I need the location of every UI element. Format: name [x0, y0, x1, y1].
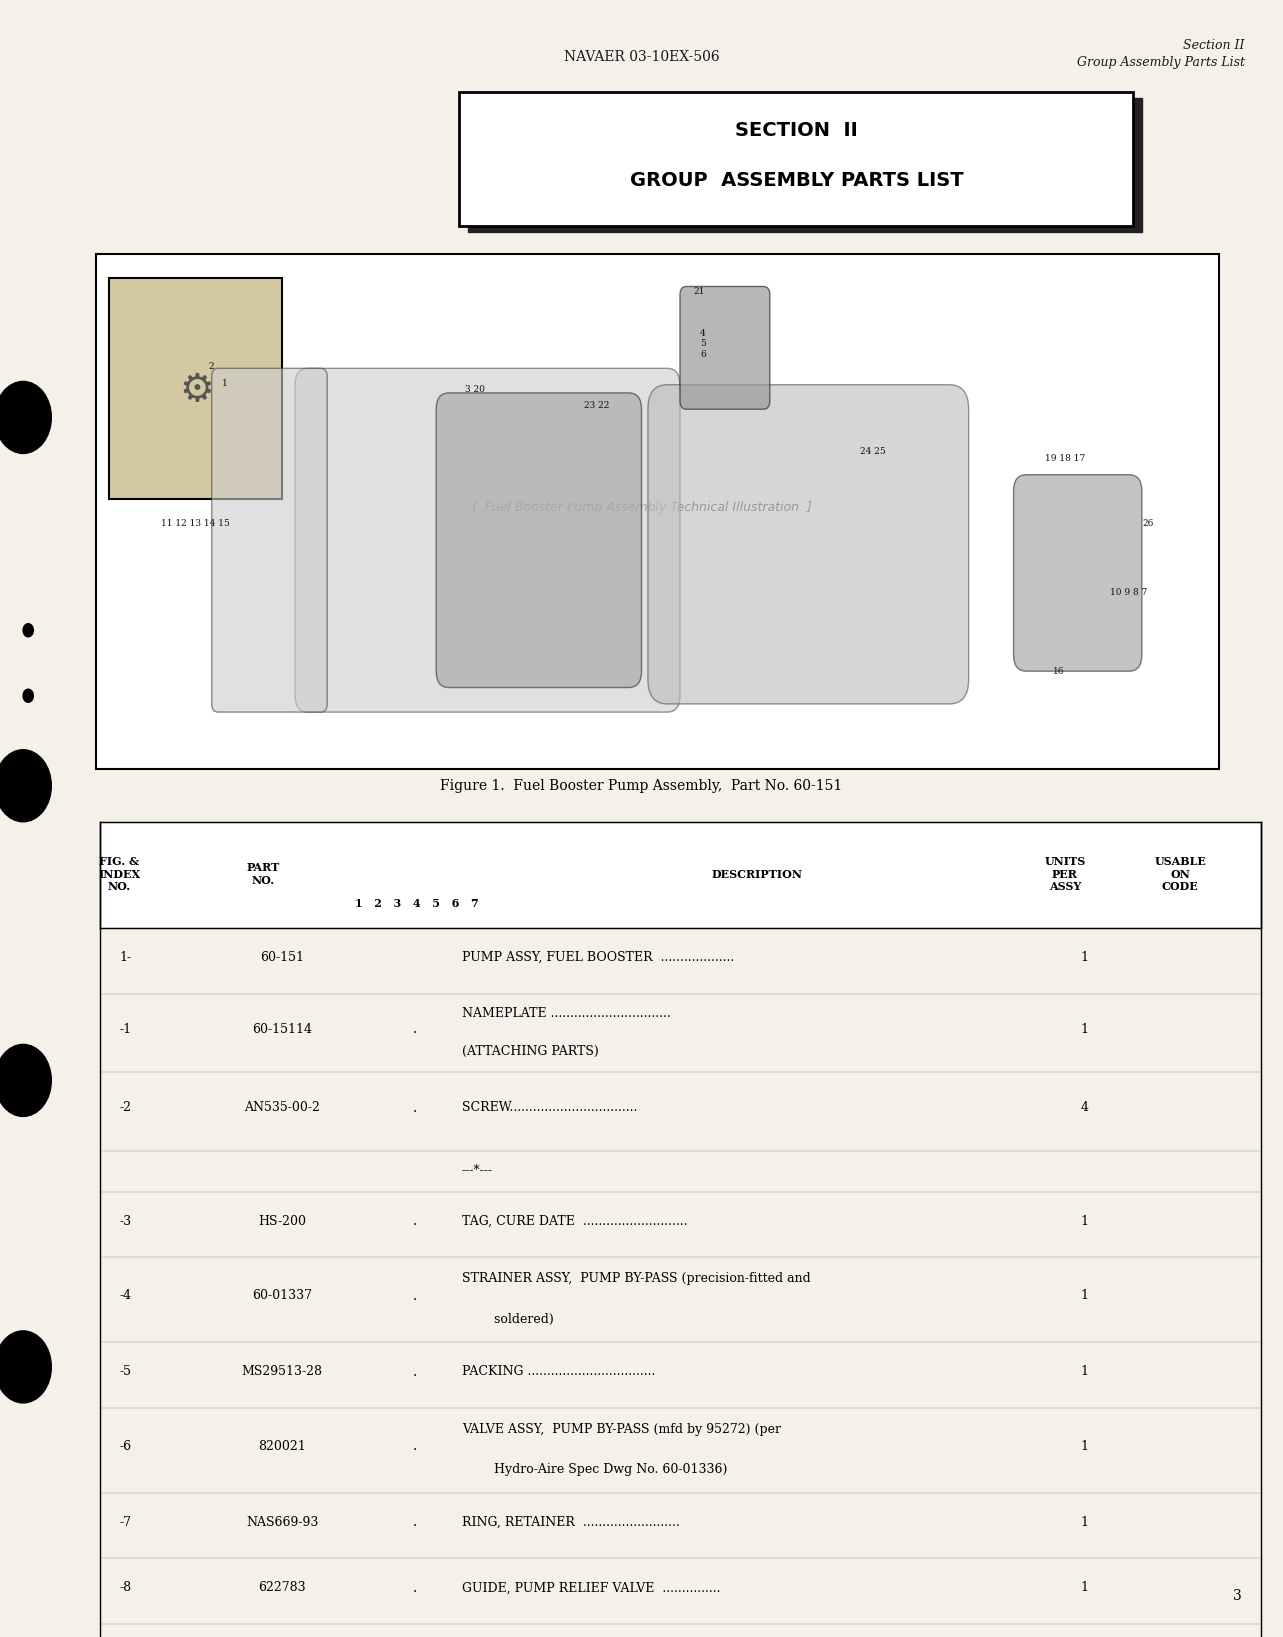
Text: .: . [412, 1516, 417, 1529]
Text: 4
5
6: 4 5 6 [701, 329, 706, 359]
Circle shape [0, 1331, 51, 1403]
Text: [  Fuel Booster Pump Assembly Technical Illustration  ]: [ Fuel Booster Pump Assembly Technical I… [472, 501, 811, 514]
Text: ⚙: ⚙ [178, 370, 214, 409]
Text: (ATTACHING PARTS): (ATTACHING PARTS) [462, 1044, 599, 1058]
Text: TAG, CURE DATE  ...........................: TAG, CURE DATE .........................… [462, 1215, 688, 1228]
Text: 3 20: 3 20 [464, 385, 485, 395]
FancyBboxPatch shape [109, 278, 282, 499]
Text: -4: -4 [119, 1288, 132, 1301]
Text: .: . [412, 1021, 417, 1036]
Text: 1: 1 [1080, 1365, 1088, 1378]
Text: 3: 3 [1233, 1590, 1242, 1603]
Text: .: . [412, 1100, 417, 1115]
Text: AN535-00-2: AN535-00-2 [244, 1102, 321, 1115]
Text: .: . [412, 1365, 417, 1378]
Text: 60-151: 60-151 [260, 951, 304, 964]
Text: 1: 1 [1080, 1439, 1088, 1452]
Text: USABLE
ON
CODE: USABLE ON CODE [1155, 856, 1206, 892]
Text: GROUP  ASSEMBLY PARTS LIST: GROUP ASSEMBLY PARTS LIST [630, 170, 964, 190]
Text: HS-200: HS-200 [258, 1215, 307, 1228]
Text: 21: 21 [694, 286, 704, 296]
Text: Hydro-Aire Spec Dwg No. 60-01336): Hydro-Aire Spec Dwg No. 60-01336) [462, 1463, 727, 1477]
Text: -6: -6 [119, 1439, 132, 1452]
FancyBboxPatch shape [295, 368, 680, 712]
Text: 23 22: 23 22 [584, 401, 609, 411]
Text: Figure 1.  Fuel Booster Pump Assembly,  Part No. 60-151: Figure 1. Fuel Booster Pump Assembly, Pa… [440, 779, 843, 792]
FancyBboxPatch shape [1014, 475, 1142, 671]
FancyBboxPatch shape [100, 822, 1261, 928]
Text: -5: -5 [119, 1365, 132, 1378]
Text: GUIDE, PUMP RELIEF VALVE  ...............: GUIDE, PUMP RELIEF VALVE ............... [462, 1581, 720, 1594]
Circle shape [0, 1044, 51, 1116]
Text: -3: -3 [119, 1215, 132, 1228]
FancyBboxPatch shape [96, 254, 1219, 769]
Text: 2: 2 [209, 362, 214, 372]
Text: 1-: 1- [119, 951, 132, 964]
Text: DESCRIPTION: DESCRIPTION [712, 869, 802, 879]
Text: 1: 1 [1080, 1288, 1088, 1301]
Text: 11 12 13 14 15: 11 12 13 14 15 [160, 519, 230, 529]
Text: 1: 1 [1080, 1581, 1088, 1594]
Text: STRAINER ASSY,  PUMP BY-PASS (precision-fitted and: STRAINER ASSY, PUMP BY-PASS (precision-f… [462, 1272, 811, 1285]
Circle shape [23, 624, 33, 637]
FancyBboxPatch shape [680, 286, 770, 409]
Text: MS29513-28: MS29513-28 [241, 1365, 323, 1378]
Text: -2: -2 [119, 1102, 132, 1115]
Text: 10 9 8 7: 10 9 8 7 [1110, 588, 1148, 598]
Text: 16: 16 [1053, 666, 1064, 676]
Text: UNITS
PER
ASSY: UNITS PER ASSY [1044, 856, 1085, 892]
Text: 1: 1 [1080, 1215, 1088, 1228]
FancyBboxPatch shape [459, 92, 1133, 226]
Text: 1   2   3   4   5   6   7: 1 2 3 4 5 6 7 [355, 899, 479, 909]
Text: 60-15114: 60-15114 [253, 1023, 312, 1036]
Text: -7: -7 [119, 1516, 132, 1529]
Text: SCREW.................................: SCREW................................. [462, 1102, 638, 1115]
Text: 820021: 820021 [258, 1439, 307, 1452]
Text: Section II: Section II [1183, 39, 1245, 52]
Text: PACKING .................................: PACKING ................................… [462, 1365, 656, 1378]
Text: 60-01337: 60-01337 [253, 1288, 312, 1301]
Text: PUMP ASSY, FUEL BOOSTER  ...................: PUMP ASSY, FUEL BOOSTER ................… [462, 951, 734, 964]
Text: Group Assembly Parts List: Group Assembly Parts List [1076, 56, 1245, 69]
Text: .: . [412, 1581, 417, 1594]
Text: 622783: 622783 [258, 1581, 307, 1594]
Text: 1: 1 [1080, 1516, 1088, 1529]
Text: -8: -8 [119, 1581, 132, 1594]
Circle shape [0, 381, 51, 453]
Text: PART
NO.: PART NO. [246, 863, 280, 886]
Text: 19 18 17: 19 18 17 [1044, 453, 1085, 463]
Text: NAS669-93: NAS669-93 [246, 1516, 318, 1529]
Text: VALVE ASSY,  PUMP BY-PASS (mfd by 95272) (per: VALVE ASSY, PUMP BY-PASS (mfd by 95272) … [462, 1423, 781, 1436]
FancyBboxPatch shape [212, 368, 327, 712]
Text: 1: 1 [1080, 951, 1088, 964]
Text: NAMEPLATE ...............................: NAMEPLATE ..............................… [462, 1007, 671, 1020]
Text: RING, RETAINER  .........................: RING, RETAINER ......................... [462, 1516, 680, 1529]
Text: ---*---: ---*--- [462, 1162, 493, 1175]
Text: SECTION  II: SECTION II [735, 121, 858, 141]
Text: 1: 1 [222, 378, 227, 388]
FancyBboxPatch shape [468, 98, 1142, 232]
Text: soldered): soldered) [462, 1313, 554, 1326]
Text: 1: 1 [1080, 1023, 1088, 1036]
FancyBboxPatch shape [648, 385, 969, 704]
Text: 4: 4 [1080, 1102, 1088, 1115]
Text: -1: -1 [119, 1023, 132, 1036]
Text: .: . [412, 1215, 417, 1228]
Text: .: . [412, 1288, 417, 1303]
Circle shape [23, 689, 33, 702]
Text: 24 25: 24 25 [860, 447, 885, 457]
Text: .: . [412, 1439, 417, 1454]
Circle shape [0, 750, 51, 822]
Text: NAVAER 03-10EX-506: NAVAER 03-10EX-506 [563, 51, 720, 64]
Text: FIG. &
INDEX
NO.: FIG. & INDEX NO. [99, 856, 140, 892]
Text: 26: 26 [1143, 519, 1153, 529]
FancyBboxPatch shape [436, 393, 642, 688]
